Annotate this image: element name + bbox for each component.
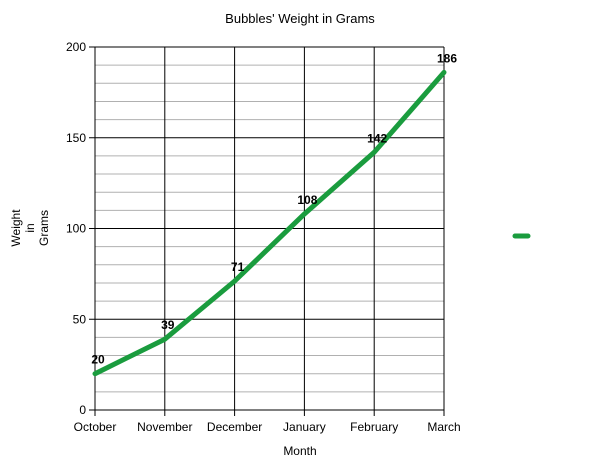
- x-tick-label: November: [137, 420, 192, 434]
- data-label: 108: [297, 193, 317, 207]
- grid: [89, 46, 445, 416]
- y-axis-tick-labels: 0 50 100 150 200: [66, 40, 86, 417]
- y-tick-label: 100: [66, 222, 86, 236]
- y-axis-label-line-3: Grams: [37, 210, 51, 246]
- x-tick-label: February: [350, 420, 398, 434]
- series-layer: [92, 69, 447, 377]
- data-label: 142: [367, 131, 387, 145]
- y-axis-label: Weight in Grams: [9, 209, 51, 247]
- y-axis-label-line-2: in: [23, 223, 37, 232]
- x-axis-label: Month: [283, 444, 316, 458]
- y-tick-label: 200: [66, 40, 86, 54]
- x-tick-label: March: [427, 420, 460, 434]
- x-tick-label: December: [207, 420, 262, 434]
- y-axis-label-line-1: Weight: [9, 209, 23, 247]
- data-label: 20: [91, 353, 105, 367]
- y-tick-label: 0: [79, 403, 86, 417]
- y-tick-label: 50: [73, 312, 87, 326]
- chart-title: Bubbles' Weight in Grams: [225, 11, 375, 26]
- x-tick-label: October: [74, 420, 117, 434]
- x-axis-tick-labels: October November December January February Ma…: [74, 420, 461, 434]
- data-label: 71: [231, 260, 245, 274]
- series-line: [92, 69, 447, 377]
- x-tick-label: January: [283, 420, 326, 434]
- data-label: 39: [161, 318, 175, 332]
- data-label: 186: [437, 51, 457, 65]
- data-labels: 20 39 71 108 142 186: [91, 51, 457, 366]
- y-tick-label: 150: [66, 131, 86, 145]
